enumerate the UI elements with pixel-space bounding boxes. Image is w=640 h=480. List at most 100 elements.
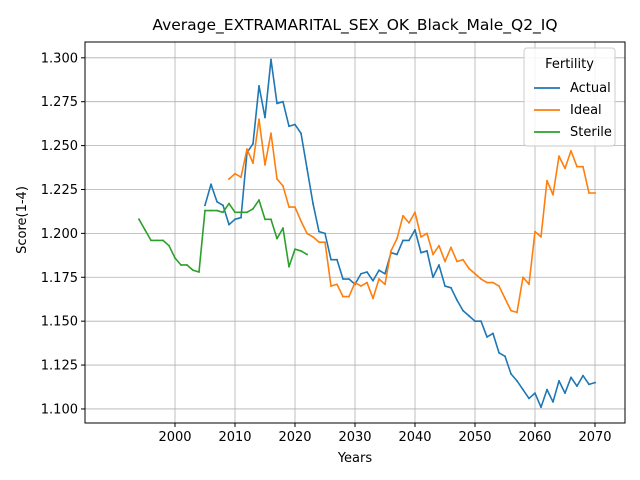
data-point xyxy=(594,382,596,384)
data-point xyxy=(222,211,224,213)
data-point xyxy=(366,271,368,273)
data-point xyxy=(228,203,230,205)
series-line-ideal xyxy=(229,119,595,312)
data-point xyxy=(372,280,374,282)
data-point xyxy=(414,211,416,213)
data-point xyxy=(474,273,476,275)
data-point xyxy=(366,282,368,284)
data-point xyxy=(180,264,182,266)
data-point xyxy=(498,352,500,354)
data-point xyxy=(564,392,566,394)
data-point xyxy=(144,229,146,231)
data-point xyxy=(228,178,230,180)
data-point xyxy=(150,240,152,242)
data-point xyxy=(570,150,572,152)
data-point xyxy=(486,336,488,338)
data-point xyxy=(498,285,500,287)
data-point xyxy=(384,273,386,275)
data-point xyxy=(486,282,488,284)
legend: Fertility Actual Ideal Sterile xyxy=(524,48,615,146)
data-point xyxy=(276,178,278,180)
y-tick-label: 1.275 xyxy=(41,95,78,110)
data-point xyxy=(528,283,530,285)
data-point xyxy=(312,236,314,238)
data-point xyxy=(324,232,326,234)
data-point xyxy=(306,254,308,256)
data-point xyxy=(570,376,572,378)
data-point xyxy=(582,166,584,168)
data-point xyxy=(288,266,290,268)
data-point xyxy=(300,132,302,134)
data-point xyxy=(330,259,332,261)
series-sterile xyxy=(138,199,308,273)
data-point xyxy=(468,268,470,270)
data-point xyxy=(576,385,578,387)
data-point xyxy=(234,218,236,220)
data-point xyxy=(480,320,482,322)
data-point xyxy=(444,285,446,287)
data-point xyxy=(438,264,440,266)
data-point xyxy=(282,185,284,187)
data-point xyxy=(510,310,512,312)
data-point xyxy=(384,283,386,285)
data-point xyxy=(444,261,446,263)
data-point xyxy=(204,204,206,206)
data-point xyxy=(276,103,278,105)
legend-label-sterile: Sterile xyxy=(570,125,612,140)
data-point xyxy=(516,311,518,313)
data-point xyxy=(450,287,452,289)
data-point xyxy=(576,166,578,168)
data-point xyxy=(516,380,518,382)
data-point xyxy=(228,224,230,226)
data-point xyxy=(588,192,590,194)
data-point xyxy=(432,276,434,278)
data-point xyxy=(552,401,554,403)
data-point xyxy=(258,199,260,201)
data-point xyxy=(264,218,266,220)
data-point xyxy=(174,257,176,259)
data-point xyxy=(510,373,512,375)
data-point xyxy=(168,245,170,247)
data-point xyxy=(240,217,242,219)
data-point xyxy=(204,210,206,212)
data-point xyxy=(348,278,350,280)
data-point xyxy=(462,259,464,261)
data-point xyxy=(540,236,542,238)
data-point xyxy=(330,285,332,287)
data-point xyxy=(264,164,266,166)
data-point xyxy=(456,261,458,263)
data-point xyxy=(162,240,164,242)
chart-title: Average_EXTRAMARITAL_SEX_OK_Black_Male_Q… xyxy=(152,16,557,35)
data-point xyxy=(282,227,284,229)
y-tick-label: 1.125 xyxy=(41,359,78,374)
data-point xyxy=(408,222,410,224)
data-point xyxy=(288,206,290,208)
data-point xyxy=(318,241,320,243)
data-point xyxy=(198,271,200,273)
data-point xyxy=(558,380,560,382)
y-tick-label: 1.150 xyxy=(41,315,78,330)
data-point xyxy=(360,273,362,275)
data-point xyxy=(234,211,236,213)
data-point xyxy=(336,259,338,261)
data-point xyxy=(300,250,302,252)
data-point xyxy=(396,254,398,256)
data-point xyxy=(420,236,422,238)
data-point xyxy=(588,383,590,385)
y-axis-label: Score(1-4) xyxy=(15,186,30,254)
data-point xyxy=(342,296,344,298)
data-point xyxy=(432,254,434,256)
data-point xyxy=(240,211,242,213)
data-point xyxy=(354,282,356,284)
x-tick-label: 2020 xyxy=(278,430,311,445)
series-line-sterile xyxy=(139,200,307,272)
data-point xyxy=(270,59,272,61)
data-point xyxy=(492,282,494,284)
x-tick-label: 2000 xyxy=(158,430,191,445)
data-point xyxy=(378,269,380,271)
x-tick-label: 2010 xyxy=(218,430,251,445)
data-point xyxy=(138,218,140,220)
data-point xyxy=(294,206,296,208)
data-point xyxy=(240,176,242,178)
